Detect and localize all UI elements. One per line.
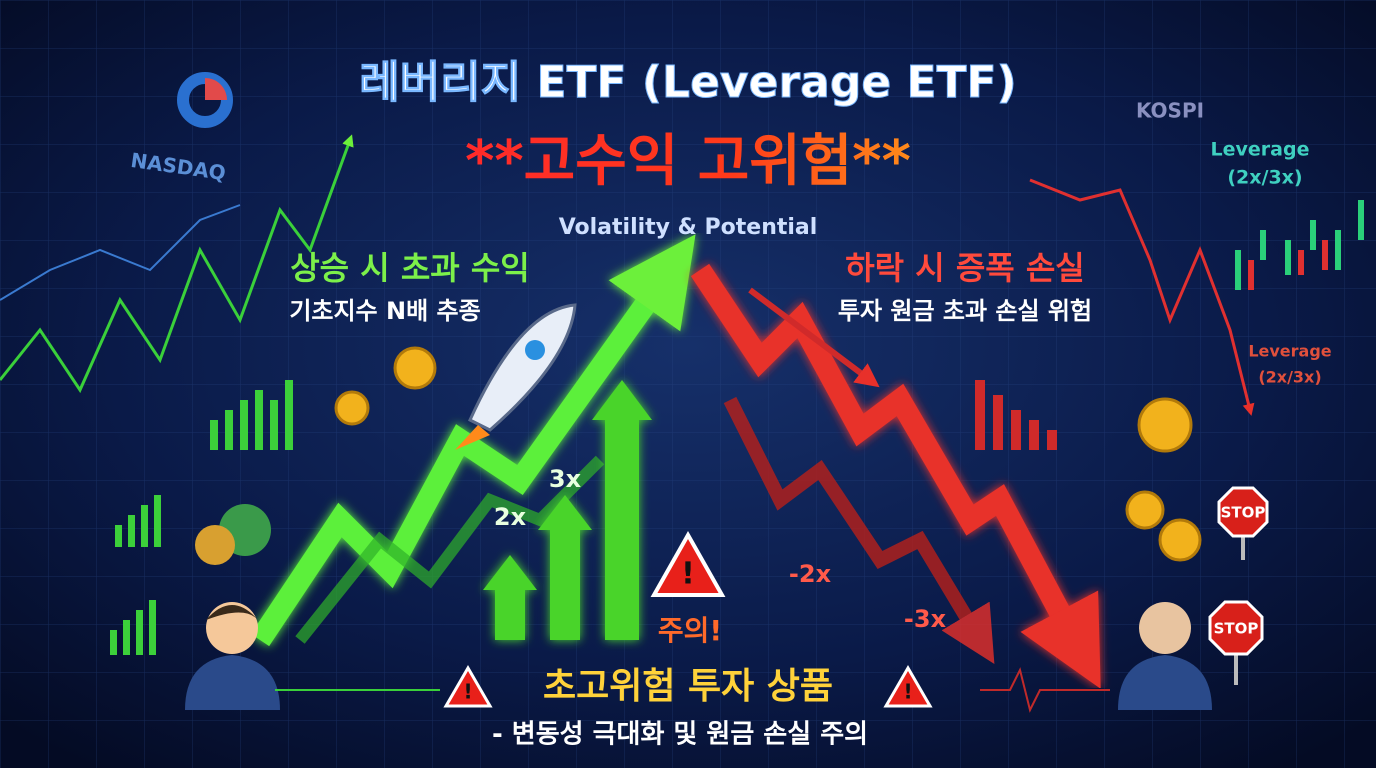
multiplier: -3x [904, 605, 947, 633]
down-chart [975, 380, 1057, 450]
warning-icon [883, 665, 933, 708]
stop-label: STOP [1214, 620, 1259, 638]
broken-coin [1137, 397, 1193, 453]
rocket [455, 303, 577, 450]
warning-mark: ! [463, 680, 472, 704]
happy-person [185, 602, 280, 710]
worried-person [1118, 602, 1212, 710]
title: 레버리지 ETF (Leverage ETF) [359, 57, 1016, 108]
bg-line [0, 204, 241, 301]
candles [1235, 200, 1364, 290]
gain-arrow [250, 234, 696, 647]
warning-icon [443, 665, 493, 708]
multiplier: -2x [789, 560, 832, 588]
loss-arrow [748, 287, 880, 388]
caption: Volatility & Potential [559, 215, 818, 240]
bg-label: KOSPI [1136, 99, 1204, 123]
warning-mark: ! [681, 557, 695, 592]
subtitle: **고수익 고위험** [465, 129, 911, 194]
multiplier: 3x [549, 465, 582, 493]
bg-label: (2x/3x) [1258, 368, 1321, 387]
candles [1248, 240, 1328, 290]
coin [1158, 518, 1202, 562]
loss-arrow [690, 263, 1101, 689]
warning-icon [650, 530, 726, 597]
pulse [980, 667, 1110, 713]
gain-heading: 상승 시 초과 수익 [290, 249, 530, 287]
multiplier: 2x [494, 503, 527, 531]
warning-mark: ! [903, 680, 912, 704]
stop-sign [1208, 486, 1269, 685]
coin [1125, 490, 1165, 530]
bg-label: Leverage [1211, 139, 1310, 161]
bg-line [0, 134, 354, 394]
warning-title: 초고위험 투자 상품 [543, 666, 833, 707]
loss-sub: 투자 원금 초과 손실 위험 [838, 297, 1092, 325]
up-bars [483, 380, 652, 640]
bg-label: (2x/3x) [1227, 167, 1302, 189]
loss-arrow [723, 396, 995, 665]
loss-heading: 하락 시 증폭 손실 [845, 249, 1085, 287]
coins [195, 346, 437, 565]
pie-icon [205, 78, 227, 100]
bg-label: Leverage [1248, 342, 1331, 361]
bg-line [1029, 178, 1255, 416]
stop-label: STOP [1221, 504, 1266, 522]
alert: 주의! [658, 614, 722, 647]
gain-arrow [295, 455, 605, 644]
gain-sub: 기초지수 N배 추종 [289, 297, 480, 325]
mini-chart [110, 380, 293, 655]
warning-note: - 변동성 극대화 및 원금 손실 주의 [492, 720, 868, 750]
